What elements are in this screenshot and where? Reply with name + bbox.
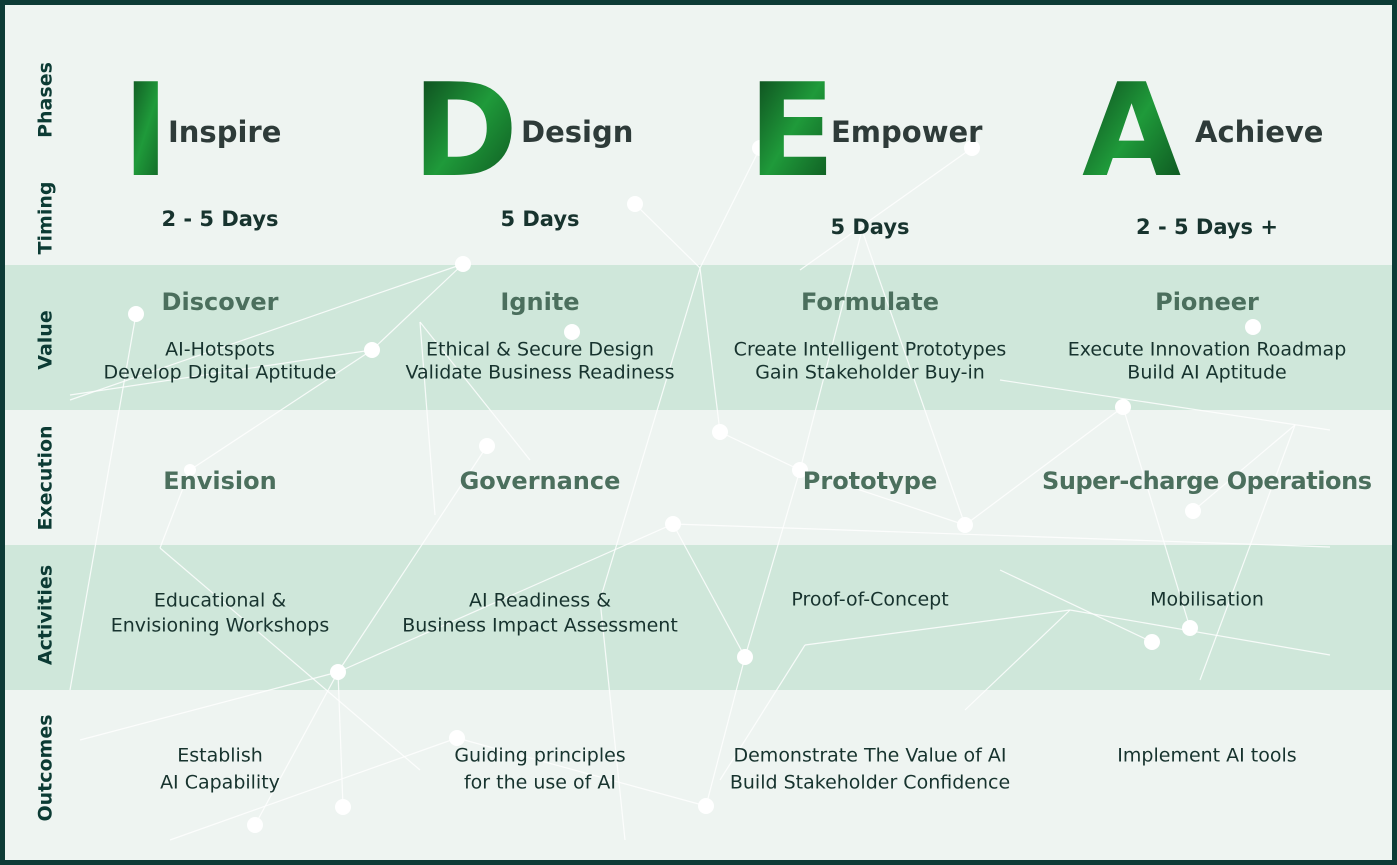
timing: 5 Days: [500, 207, 579, 231]
outcome: AI Capability: [160, 772, 280, 794]
timing: 2 - 5 Days: [161, 207, 278, 231]
value-band: [5, 265, 1392, 410]
activity: Envisioning Workshops: [111, 615, 329, 637]
row-label: Outcomes: [35, 714, 57, 821]
row-label: Activities: [35, 565, 57, 665]
outcome: Establish: [177, 745, 263, 767]
activities-band: [5, 545, 1392, 690]
outcome: Implement AI tools: [1117, 745, 1296, 767]
activity: Business Impact Assessment: [402, 615, 678, 637]
phase-letter: D: [412, 57, 518, 206]
execution: Envision: [163, 467, 276, 495]
outcome: Demonstrate The Value of AI: [733, 745, 1006, 767]
phase-name: Inspire: [168, 115, 281, 149]
activity: Educational &: [154, 590, 287, 612]
value-line: Validate Business Readiness: [406, 362, 675, 384]
value-line: Create Intelligent Prototypes: [734, 339, 1007, 361]
value-title: Discover: [162, 288, 279, 316]
value-line: Gain Stakeholder Buy-in: [755, 362, 985, 384]
execution: Prototype: [803, 467, 937, 495]
row-label: Phases: [35, 62, 57, 138]
background: [5, 5, 1392, 860]
timing: 2 - 5 Days +: [1136, 215, 1278, 239]
execution: Governance: [460, 467, 621, 495]
value-line: Execute Innovation Roadmap: [1068, 339, 1347, 361]
row-label: Execution: [35, 425, 57, 530]
phase-letter: A: [1082, 57, 1181, 206]
activity: AI Readiness &: [469, 590, 611, 612]
row-label: Timing: [35, 182, 57, 255]
value-title: Ignite: [500, 288, 579, 316]
value-title: Formulate: [801, 288, 939, 316]
value-line: Ethical & Secure Design: [426, 339, 654, 361]
network-decoration: [69, 140, 1331, 841]
outcome: Guiding principles: [454, 745, 625, 767]
row-label: Value: [35, 310, 57, 369]
execution: Super-charge Operations: [1042, 467, 1372, 495]
timing: 5 Days: [830, 215, 909, 239]
value-line: Build AI Aptitude: [1127, 362, 1286, 384]
outcome: Build Stakeholder Confidence: [730, 772, 1010, 794]
value-line: AI-Hotspots: [165, 339, 275, 361]
value-title: Pioneer: [1155, 288, 1259, 316]
phase-name: Achieve: [1195, 115, 1323, 149]
activity: Mobilisation: [1150, 589, 1264, 611]
phase-name: Empower: [831, 115, 983, 149]
outcome: for the use of AI: [464, 772, 616, 794]
phase-name: Design: [521, 115, 633, 149]
phase-letter: E: [748, 57, 835, 206]
phase-letter: I: [122, 57, 170, 206]
value-line: Develop Digital Aptitude: [104, 362, 337, 384]
activity: Proof-of-Concept: [791, 589, 948, 611]
